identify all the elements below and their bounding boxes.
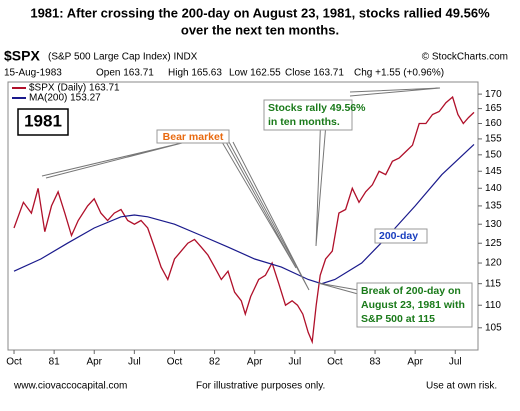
y-tick-label: 130: [485, 219, 502, 230]
year-box: [17, 108, 69, 136]
legend-entry: MA(200) 153.27: [29, 93, 101, 104]
y-tick-label: 110: [485, 300, 501, 311]
x-tick-label: Jul: [288, 357, 301, 368]
break-label: Break of 200-day on: [361, 285, 461, 297]
bear-box: [156, 129, 230, 144]
break-box: [356, 282, 473, 328]
y-tick-label: 125: [485, 238, 502, 249]
x-tick-label: 81: [49, 357, 61, 368]
y-tick-label: 160: [485, 118, 502, 129]
ma-label: 200-day: [379, 230, 418, 242]
rally-box: [263, 99, 353, 131]
bear-label: Bear market: [163, 131, 224, 143]
y-tick-label: 150: [485, 149, 502, 160]
quote-date: 15-Aug-1983: [4, 68, 62, 79]
footer: For illustrative purposes only.: [196, 381, 325, 392]
y-tick-label: 165: [485, 103, 502, 114]
y-tick-label: 140: [485, 183, 502, 194]
x-tick-label: 83: [369, 357, 381, 368]
footer: www.ciovaccocapital.com: [13, 381, 127, 392]
ma-box: [374, 228, 428, 244]
x-tick-label: Apr: [86, 357, 102, 368]
quote-change: Chg +1.55 (+0.96%): [354, 68, 444, 79]
quote-close: Close 163.71: [285, 68, 344, 79]
y-tick-label: 145: [485, 166, 502, 177]
title-line: 1981: After crossing the 200-day on Augu…: [30, 5, 490, 20]
y-tick-label: 120: [485, 258, 502, 269]
x-tick-label: Jul: [128, 357, 141, 368]
legend-entry: $SPX (Daily) 163.71: [29, 83, 120, 94]
rally-label: in ten months.: [268, 116, 340, 128]
x-tick-label: Oct: [167, 357, 183, 368]
quote-high: High 165.63: [168, 68, 222, 79]
symbol-name: (S&P 500 Large Cap Index) INDX: [48, 52, 198, 63]
quote-open: Open 163.71: [96, 68, 154, 79]
x-tick-label: Oct: [327, 357, 343, 368]
y-tick-label: 155: [485, 134, 502, 145]
x-tick-label: 82: [209, 357, 221, 368]
quote-low: Low 162.55: [229, 68, 281, 79]
x-tick-label: Oct: [6, 357, 22, 368]
x-tick-label: Jul: [449, 357, 462, 368]
title-line: over the next ten months.: [181, 22, 339, 37]
y-tick-label: 115: [485, 278, 501, 289]
source: © StockCharts.com: [422, 52, 508, 63]
x-tick-label: Apr: [407, 357, 423, 368]
break-label: S&P 500 at 115: [361, 313, 435, 325]
footer: Use at own risk.: [426, 381, 497, 392]
y-tick-label: 135: [485, 201, 502, 212]
break-label: August 23, 1981 with: [361, 299, 465, 311]
symbol: $SPX: [4, 48, 40, 64]
plot-frame: [7, 81, 479, 351]
rally-label: Stocks rally 49.56%: [268, 102, 366, 114]
year-label: 1981: [24, 111, 62, 130]
y-tick-label: 105: [485, 322, 502, 333]
pointer-lines: [41, 87, 441, 295]
x-tick-label: Apr: [247, 357, 263, 368]
y-tick-label: 170: [485, 89, 502, 100]
price-line: [13, 95, 475, 345]
